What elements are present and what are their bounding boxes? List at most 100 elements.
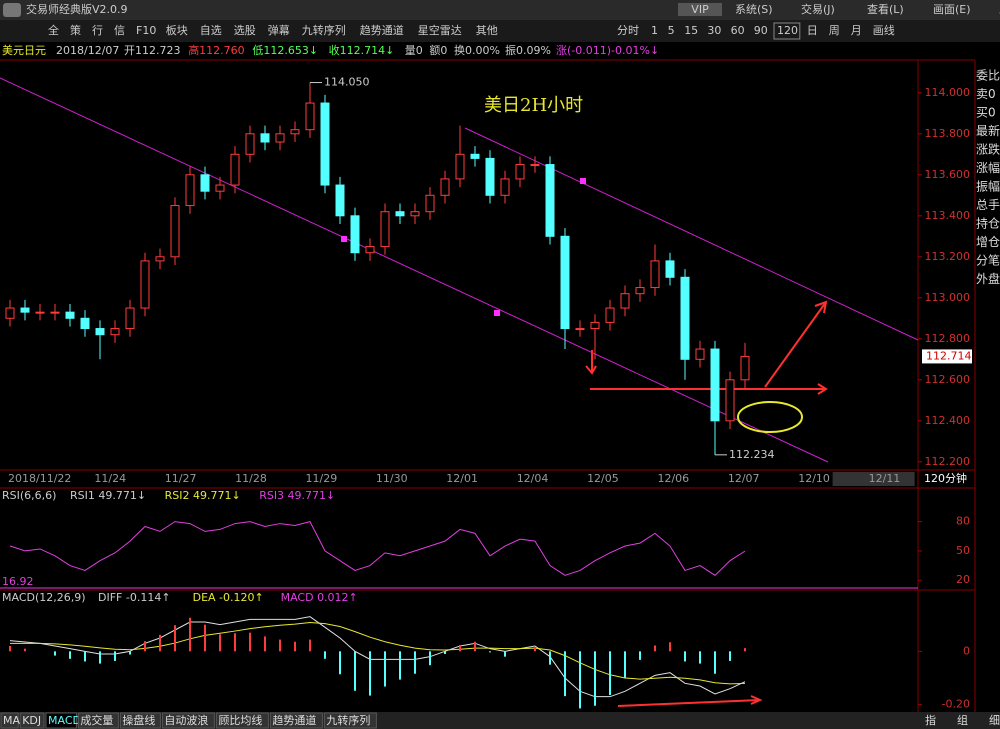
period-button[interactable]: 30	[707, 24, 721, 37]
candle-body	[140, 260, 150, 309]
candle-body	[395, 211, 405, 217]
candle-body	[155, 256, 165, 262]
tab-right[interactable]: 细	[989, 714, 1000, 727]
candle-body	[545, 164, 555, 237]
menu-item[interactable]: 系统(S)	[735, 3, 773, 16]
x-tick-label: 12/04	[517, 472, 549, 485]
quote-field: 收112.714↓	[329, 43, 395, 57]
candle-body	[170, 205, 180, 258]
tab-label: 成交量	[80, 713, 113, 727]
tab[interactable]	[323, 712, 377, 729]
period-button[interactable]: 90	[754, 24, 768, 37]
tab[interactable]	[119, 712, 161, 729]
period-button[interactable]: 120	[777, 24, 798, 37]
toolbar-button[interactable]: F10	[136, 24, 156, 37]
candle-body	[380, 211, 390, 248]
quote-field: 涨(-0.011)-0.01%↓	[556, 44, 659, 57]
macd-line	[9, 616, 746, 698]
candle-body	[335, 184, 345, 217]
toolbar-button[interactable]: 全	[48, 23, 59, 37]
tab-label: 九转序列	[326, 713, 370, 727]
app-title: 交易师经典版V2.0.9	[26, 2, 128, 16]
toolbar-button[interactable]: 其他	[476, 24, 498, 37]
y-tick-label: 112.600	[925, 373, 971, 386]
legend-item: MACD 0.012↑	[281, 591, 358, 604]
menu-item[interactable]: 交易(J)	[801, 2, 835, 16]
candle-body	[560, 235, 570, 330]
y-tick-label: 113.800	[925, 127, 971, 140]
tab[interactable]	[269, 712, 323, 729]
candle-body	[530, 164, 540, 167]
candle-body	[575, 328, 585, 331]
y-tick-label: 113.400	[925, 209, 971, 222]
x-tick-label: 12/11	[869, 472, 901, 485]
candle-body	[605, 307, 615, 323]
toolbar-button[interactable]: 信	[114, 24, 125, 37]
side-label: 涨幅	[976, 160, 1000, 175]
macd-line	[10, 622, 746, 685]
tab[interactable]	[161, 712, 215, 729]
toolbar-button[interactable]: 板块	[166, 23, 188, 37]
menu-item[interactable]: 画面(E)	[933, 3, 971, 16]
period-button[interactable]: 1	[651, 24, 658, 37]
toolbar-button[interactable]: 自选	[200, 24, 222, 37]
tab[interactable]	[215, 712, 269, 729]
candle-body	[200, 174, 210, 192]
quote-field: 量0	[405, 44, 423, 57]
x-tick-label: 11/28	[235, 472, 267, 485]
candle-body	[260, 133, 270, 143]
candle-body	[440, 178, 450, 196]
side-label: 涨跌	[976, 142, 1000, 157]
toolbar-button[interactable]: 策	[70, 23, 81, 37]
toolbar-button[interactable]: 弹幕	[268, 23, 290, 37]
period-button[interactable]: 60	[731, 24, 745, 37]
tab-right[interactable]: 组	[957, 713, 968, 727]
candle-body	[185, 174, 195, 207]
toolbar-button[interactable]: 九转序列	[302, 23, 346, 37]
candle-body	[680, 276, 690, 360]
period-button[interactable]: 15	[684, 24, 698, 37]
toolbar-button[interactable]: 行	[92, 24, 103, 37]
y-tick-label: 0	[963, 644, 970, 657]
y-tick-label: 20	[956, 573, 970, 586]
tab[interactable]	[19, 712, 45, 729]
candle-body	[620, 293, 630, 309]
vip-button[interactable]	[678, 3, 722, 16]
tab[interactable]	[45, 712, 77, 729]
x-tick-label: 2018/11/22	[8, 472, 71, 485]
period-button[interactable]: 周	[829, 24, 840, 37]
candle-body	[245, 133, 255, 155]
channel-line	[464, 127, 919, 341]
period-button[interactable]: 5	[668, 24, 675, 37]
side-label: 总手	[976, 198, 1000, 212]
tab-right[interactable]: 指	[925, 713, 936, 727]
quote-field: 振0.09%	[505, 43, 551, 57]
tab[interactable]	[0, 712, 19, 729]
x-tick-label: 12/06	[657, 472, 689, 485]
side-label: 买0	[976, 106, 996, 120]
candle-body	[425, 194, 435, 213]
period-button[interactable]: 画线	[873, 23, 895, 37]
tab[interactable]	[77, 712, 119, 729]
period-button[interactable]: 日	[807, 24, 818, 37]
toolbar-button[interactable]: 星空雷达	[418, 23, 462, 37]
period-button[interactable]: 分时	[617, 24, 639, 37]
channel-handle	[341, 236, 347, 242]
side-label: 增仓	[976, 235, 1000, 249]
period-button[interactable]: 月	[851, 24, 862, 37]
menu-item[interactable]: 查看(L)	[867, 2, 904, 16]
candle-body	[635, 287, 645, 295]
low-label: 112.234	[729, 448, 775, 461]
side-label: 委比	[976, 69, 1000, 83]
toolbar-button[interactable]: 选股	[234, 24, 256, 37]
macd-title: MACD(12,26,9)	[2, 591, 86, 604]
candle-body	[35, 311, 45, 314]
candle-body	[650, 260, 660, 289]
candle-body	[215, 184, 225, 192]
candle-body	[500, 178, 510, 196]
tab-label: MACD	[48, 714, 81, 727]
channel-line	[0, 77, 829, 463]
legend-item: DEA -0.120↑	[193, 591, 264, 604]
toolbar-button[interactable]: 趋势通道	[360, 23, 404, 37]
channel-handle	[580, 178, 586, 184]
